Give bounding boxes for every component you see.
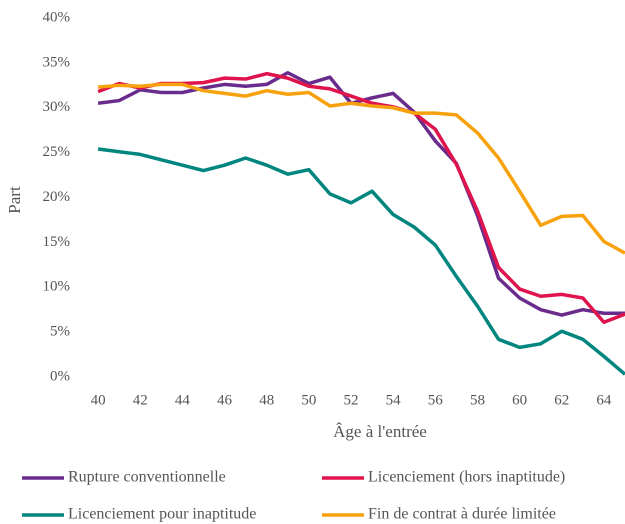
x-axis-label: Âge à l'entrée [333,422,427,441]
y-tick-label: 20% [43,189,71,205]
y-tick-label: 5% [50,324,70,340]
series-line [97,82,625,255]
legend-label: Licenciement (hors inaptitude) [368,469,565,486]
x-tick-label: 58 [470,392,485,408]
legend-label: Fin de contrat à durée limitée [368,506,556,523]
x-tick-label: 52 [344,392,359,408]
y-tick-label: 30% [43,99,71,115]
y-tick-label: 15% [43,234,71,250]
legend-label: Licenciement pour inaptitude [68,506,256,523]
legend-label: Rupture conventionnelle [68,469,226,486]
x-tick-label: 64 [596,392,612,408]
x-tick-label: 40 [91,392,106,408]
y-tick-label: 40% [43,9,71,25]
x-tick-label: 62 [554,392,569,408]
x-tick-label: 42 [133,392,148,408]
y-tick-label: 0% [50,368,70,384]
y-tick-label: 25% [43,144,71,160]
y-tick-label: 35% [43,54,71,70]
x-tick-label: 54 [386,392,402,408]
x-tick-label: 60 [512,392,527,408]
series-line [97,147,625,376]
x-tick-label: 44 [175,392,191,408]
y-axis-label: Part [5,186,24,214]
x-tick-label: 56 [428,392,444,408]
series-line [97,70,625,317]
x-tick-label: 48 [259,392,274,408]
x-tick-label: 50 [301,392,316,408]
y-tick-label: 10% [43,279,71,295]
series-line [97,71,625,325]
x-tick-label: 46 [217,392,233,408]
